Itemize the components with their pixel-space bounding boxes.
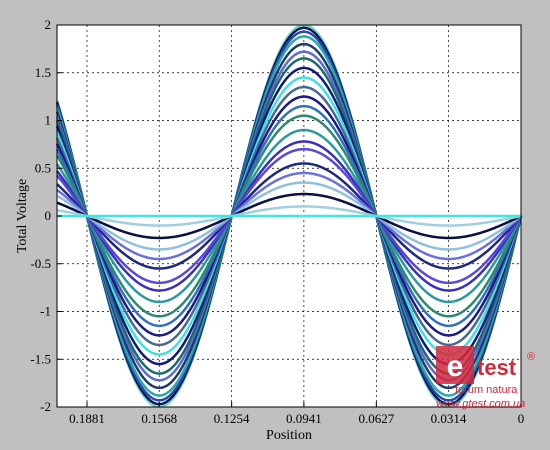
series-line-17 [56,162,522,270]
watermark-logo-letter: e [447,350,464,383]
watermark: e test ® forum natura www.gtest.com.ua [436,346,535,410]
series-line-12 [55,104,523,328]
y-tick-label: -2 [40,399,51,414]
series-line-4 [55,35,523,397]
series-line-20 [56,192,522,240]
x-tick-label: 0.0314 [431,411,467,426]
y-tick-label: 1.5 [35,65,51,80]
watermark-url: www.gtest.com.ua [436,398,525,410]
x-tick-label: 0.1881 [69,411,105,426]
series-line-11 [55,95,523,337]
watermark-name: test [477,355,517,380]
series-line-5 [55,42,523,390]
x-tick-label: 0.1568 [141,411,177,426]
watermark-tagline: forum natura [455,384,518,396]
x-tick-label: 0.0941 [286,411,322,426]
y-tick-label: 0 [45,208,52,223]
series-line-10 [55,85,523,347]
y-axis-label: Total Voltage [15,179,30,253]
watermark-registered: ® [527,351,535,363]
series-line-19 [56,181,522,251]
y-tick-label: 1 [45,113,52,128]
series-line-16 [56,147,523,285]
y-tick-label: -1 [40,304,51,319]
x-tick-label: 0.0627 [358,411,394,426]
series-line-21 [56,205,522,227]
tick-group: 0.1881 0.1568 0.1254 0.0941 0.0627 0.0314 0 -2 -… [30,17,524,426]
series-line-14 [55,128,523,304]
x-tick-label: 0 [518,411,525,426]
x-tick-label: 0.1254 [214,411,250,426]
y-tick-label: 2 [45,17,52,32]
series-line-13 [55,114,523,318]
series-group [55,23,523,409]
y-tick-label: 0.5 [35,160,51,175]
series-line-15 [56,140,523,292]
y-tick-label: -0.5 [30,256,51,271]
series-line-2 [55,26,523,406]
y-tick-label: -1.5 [30,351,51,366]
series-line-3 [55,30,523,402]
x-axis-label: Position [266,428,312,443]
series-line-18 [56,171,522,261]
watermark-logo-box [436,346,474,384]
